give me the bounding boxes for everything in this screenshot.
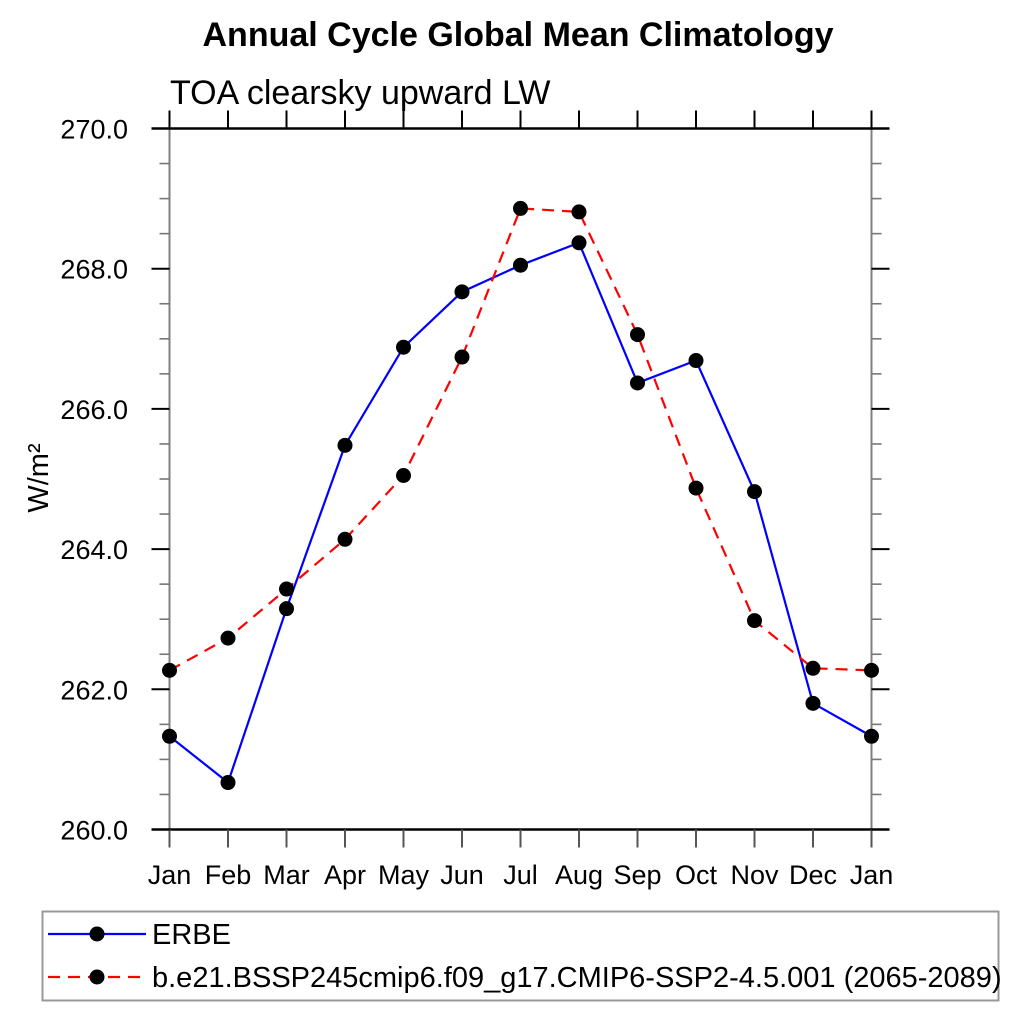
- series-line-0: [168, 241, 873, 785]
- data-point-marker: [747, 613, 762, 629]
- data-point-marker: [805, 660, 821, 676]
- y-tick-label: 260.0: [60, 816, 128, 846]
- x-tick-label: May: [378, 860, 430, 890]
- x-tick-label: Jan: [850, 860, 894, 890]
- x-tick-label: Feb: [205, 860, 252, 890]
- x-tick-label: Jun: [440, 860, 484, 890]
- axes-layer: [151, 110, 890, 848]
- data-point-marker: [805, 695, 821, 711]
- x-tick-label: Mar: [263, 860, 310, 890]
- legend-label-erbe: ERBE: [152, 919, 231, 951]
- data-point-marker: [571, 204, 587, 220]
- y-tick-label: 270.0: [60, 115, 128, 145]
- legend-entry-model: b.e21.BSSP245cmip6.f09_g17.CMIP6-SSP2-4.…: [48, 962, 1002, 994]
- data-point-marker: [864, 662, 879, 678]
- data-point-marker: [396, 339, 411, 355]
- data-point-marker: [454, 284, 470, 300]
- legend-marker-erbe: [89, 926, 105, 942]
- legend: ERBE b.e21.BSSP245cmip6.f09_g17.CMIP6-SS…: [41, 910, 1002, 1002]
- x-tick-label: Apr: [324, 860, 366, 890]
- legend-box: [41, 910, 1000, 1002]
- x-tick-label: Nov: [730, 860, 779, 890]
- x-tick-label: Dec: [789, 860, 837, 890]
- series-layer: [162, 200, 879, 791]
- data-point-marker: [220, 630, 236, 646]
- data-point-marker: [279, 581, 294, 597]
- x-tick-label: Sep: [613, 860, 661, 890]
- data-point-marker: [162, 662, 177, 678]
- data-point-marker: [513, 257, 528, 273]
- x-tick-label: Jul: [503, 860, 538, 890]
- y-axis-title: W/m²: [23, 443, 55, 513]
- data-point-marker: [337, 437, 353, 453]
- x-tick-label: Jan: [148, 860, 192, 890]
- data-point-marker: [747, 484, 762, 500]
- y-tick-label: 266.0: [60, 395, 128, 425]
- data-point-marker: [688, 353, 704, 369]
- y-tick-label: 262.0: [60, 675, 128, 705]
- data-point-marker: [162, 728, 177, 744]
- y-tick-label: 268.0: [60, 255, 128, 285]
- series-line-1: [168, 207, 872, 672]
- legend-entry-erbe: ERBE: [48, 919, 231, 951]
- data-point-marker: [396, 467, 411, 483]
- data-point-marker: [630, 375, 645, 391]
- legend-marker-model: [89, 969, 105, 985]
- chart-title: Annual Cycle Global Mean Climatology: [203, 16, 834, 54]
- y-tick-label: 264.0: [60, 535, 128, 565]
- x-tick-label: Aug: [555, 860, 603, 890]
- axis-tick-labels: Jan Feb Mar Apr May Jun Jul Aug Sep Oct Nov Dec Jan 2…: [60, 115, 893, 891]
- legend-label-model: b.e21.BSSP245cmip6.f09_g17.CMIP6-SSP2-4.…: [152, 962, 1002, 994]
- data-point-marker: [513, 200, 528, 216]
- x-tick-label: Oct: [675, 860, 718, 890]
- data-point-marker: [337, 531, 353, 547]
- chart-subtitle: TOA clearsky upward LW: [170, 74, 550, 112]
- data-point-marker: [279, 601, 294, 617]
- data-point-marker: [454, 349, 470, 365]
- data-point-marker: [864, 728, 879, 744]
- data-point-marker: [630, 327, 645, 343]
- data-point-marker: [688, 480, 704, 496]
- data-point-marker: [220, 775, 236, 791]
- data-point-marker: [571, 235, 587, 251]
